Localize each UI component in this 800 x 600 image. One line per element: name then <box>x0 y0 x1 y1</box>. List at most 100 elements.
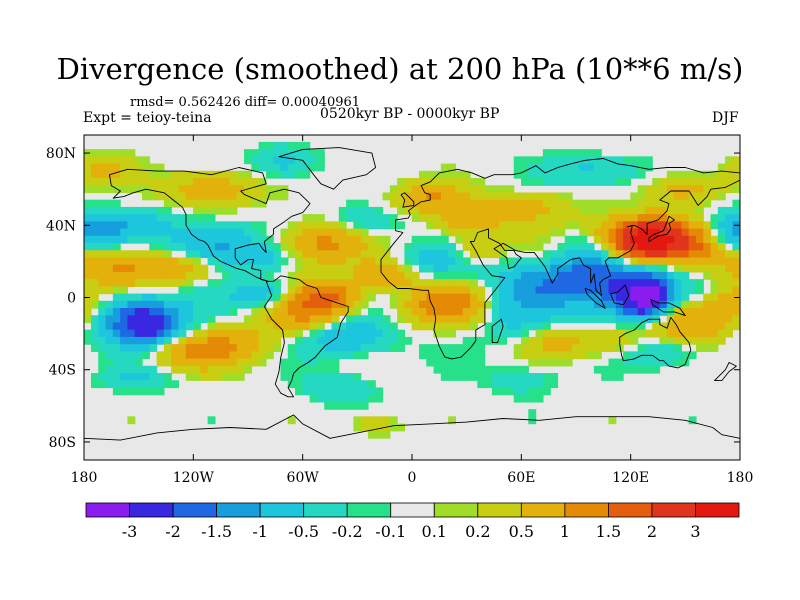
field-cell <box>142 235 150 244</box>
field-cell <box>120 170 129 179</box>
field-cell <box>112 293 121 302</box>
field-cell <box>222 344 231 352</box>
field-cell <box>542 387 551 396</box>
field-cell <box>440 373 449 381</box>
field-cell <box>324 401 333 410</box>
field-cell <box>637 279 646 287</box>
field-cell <box>302 300 311 309</box>
field-cell <box>346 199 354 208</box>
field-cell <box>134 380 143 389</box>
field-cell <box>623 243 631 251</box>
field-cell <box>265 141 274 150</box>
field-cell <box>579 344 588 352</box>
field-cell <box>491 315 500 324</box>
field-cell <box>265 163 274 172</box>
field-cell <box>200 293 209 302</box>
field-cell <box>84 156 92 165</box>
field-cell <box>149 271 158 280</box>
field-cell <box>287 221 296 230</box>
field-cell <box>214 286 223 295</box>
field-cell <box>273 315 282 324</box>
field-cell <box>316 394 325 403</box>
field-cell <box>295 293 303 302</box>
field-cell <box>411 214 420 222</box>
field-cell <box>316 380 325 389</box>
field-cell <box>295 365 303 374</box>
field-cell <box>149 293 158 302</box>
field-cell <box>732 199 740 208</box>
field-cell <box>695 228 704 237</box>
field-cell <box>695 336 704 345</box>
field-cell <box>455 315 464 324</box>
field-cell <box>353 315 362 324</box>
x-tick-label: 60W <box>287 470 320 486</box>
field-cell <box>455 279 464 287</box>
field-cell <box>426 170 435 179</box>
field-cell <box>448 170 457 179</box>
field-cell <box>630 315 639 324</box>
field-cell <box>193 178 201 186</box>
field-cell <box>623 329 631 338</box>
field-cell <box>652 279 661 287</box>
field-cell <box>681 243 690 251</box>
field-cell <box>637 235 646 244</box>
field-cell <box>90 206 99 215</box>
field-cell <box>455 214 464 222</box>
field-cell <box>324 344 333 352</box>
field-cell <box>557 358 566 367</box>
field-cell <box>127 329 136 338</box>
field-cell <box>674 308 682 316</box>
field-cell <box>251 250 260 259</box>
field-cell <box>98 300 107 309</box>
field-cell <box>564 308 573 316</box>
field-cell <box>193 308 201 316</box>
field-cell <box>528 156 537 165</box>
field-cell <box>149 336 158 345</box>
field-cell <box>207 322 216 331</box>
field-cell <box>710 178 719 186</box>
field-cell <box>142 250 150 259</box>
field-cell <box>644 293 653 302</box>
field-cell <box>586 214 595 222</box>
field-cell <box>659 286 668 295</box>
field-cell <box>185 170 194 179</box>
field-cell <box>433 250 442 259</box>
field-cell <box>579 170 588 179</box>
field-cell <box>506 228 515 237</box>
field-cell <box>142 163 150 172</box>
field-cell <box>521 156 529 165</box>
field-cell <box>528 300 537 309</box>
field-cell <box>295 149 303 157</box>
field-cell <box>440 235 449 244</box>
field-cell <box>557 308 566 316</box>
field-cell <box>346 322 354 331</box>
field-cell <box>550 336 559 345</box>
field-cell <box>666 279 675 287</box>
field-cell <box>120 380 129 389</box>
field-cell <box>84 228 92 237</box>
field-cell <box>448 228 457 237</box>
field-cell <box>236 199 245 208</box>
field-cell <box>207 185 216 194</box>
colorbar-label: 1.5 <box>596 522 621 541</box>
field-cell <box>178 214 187 222</box>
field-cell <box>521 300 529 309</box>
field-cell <box>725 163 734 172</box>
field-cell <box>433 351 442 360</box>
field-cell <box>265 329 274 338</box>
field-cell <box>462 308 471 316</box>
field-cell <box>579 235 588 244</box>
field-cell <box>710 286 719 295</box>
field-cell <box>681 192 690 201</box>
field-cell <box>112 336 121 345</box>
field-cell <box>346 380 354 389</box>
field-cell <box>389 300 398 309</box>
field-cell <box>470 235 478 244</box>
field-cell <box>84 329 92 338</box>
field-cell <box>302 228 311 237</box>
field-cell <box>659 264 668 273</box>
field-cell <box>324 271 333 280</box>
field-cell <box>287 351 296 360</box>
field-cell <box>491 300 500 309</box>
field-cell <box>440 243 449 251</box>
